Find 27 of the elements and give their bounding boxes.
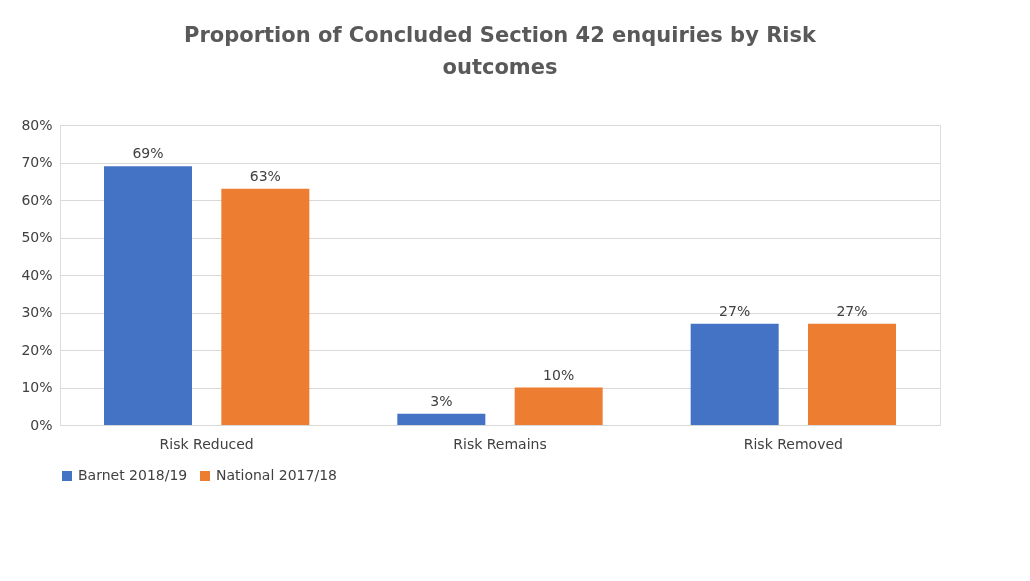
y-tick-label: 30%	[21, 304, 53, 320]
data-label: 3%	[430, 392, 453, 409]
y-tick-label: 50%	[21, 229, 53, 245]
y-tick-label: 60%	[21, 191, 53, 208]
bar	[397, 413, 486, 425]
y-tick-label: 0%	[30, 416, 53, 433]
bar	[221, 188, 310, 425]
data-label: 63%	[249, 167, 281, 184]
y-tick-label: 80%	[21, 116, 53, 133]
y-tick-label: 70%	[21, 154, 53, 170]
x-tick-label: Risk Reduced	[159, 435, 254, 452]
data-label: 27%	[836, 302, 868, 319]
legend-label: Barnet 2018/19	[78, 467, 188, 483]
x-tick-label: Risk Removed	[743, 435, 843, 452]
data-label: 69%	[132, 145, 164, 162]
data-label: 10%	[543, 366, 575, 383]
bar	[514, 387, 603, 425]
chart-title: Proportion of Concluded Section 42 enquiries by Risk outcomes	[184, 23, 817, 79]
bar	[104, 166, 192, 425]
y-tick-label: 40%	[21, 266, 53, 283]
x-tick-label: Risk Remains	[453, 435, 547, 452]
bar	[690, 323, 779, 425]
y-tick-label: 20%	[21, 341, 53, 358]
legend-label: National 2017/18	[216, 467, 337, 483]
data-label: 27%	[719, 302, 751, 319]
y-tick-label: 10%	[21, 379, 53, 395]
bar	[808, 323, 896, 425]
